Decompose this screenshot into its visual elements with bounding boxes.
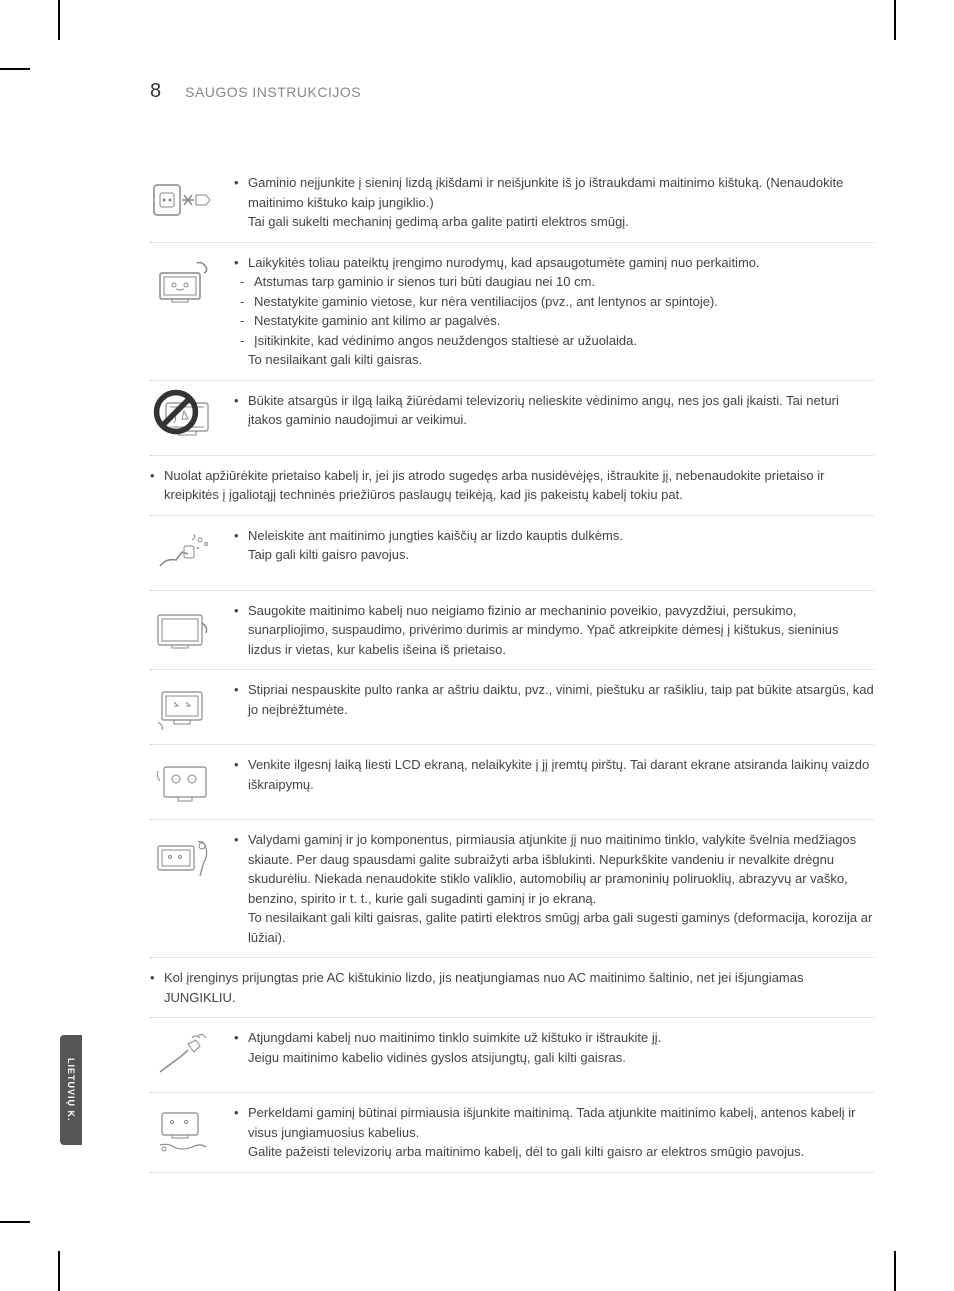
unplug-cord-icon [150, 1028, 218, 1082]
instruction-row: Venkite ilgesnį laiką liesti LCD ekraną,… [150, 745, 874, 820]
instruction-text: Saugokite maitinimo kabelį nuo neigiamo … [234, 601, 874, 660]
plug-outlet-icon [150, 173, 218, 227]
move-monitor-icon [150, 1103, 218, 1157]
instruction-text: Stipriai nespauskite pulto ranka ar aštr… [234, 680, 874, 734]
instruction-text: Atjungdami kabelį nuo maitinimo tinklo s… [234, 1028, 874, 1082]
monitor-press-icon [150, 680, 218, 734]
instruction-row: Gaminio neįjunkite į sieninį lizdą įkišd… [150, 163, 874, 243]
instruction-row: Perkeldami gaminį būtinai pirmiausia išj… [150, 1093, 874, 1173]
instruction-text: Gaminio neįjunkite į sieninį lizdą įkišd… [234, 173, 874, 232]
page-number: 8 [150, 80, 161, 103]
instruction-row: Stipriai nespauskite pulto ranka ar aštr… [150, 670, 874, 745]
instruction-row: Valydami gaminį ir jo komponentus, pirmi… [150, 820, 874, 958]
clean-monitor-icon [150, 830, 218, 884]
page-header: 8 SAUGOS INSTRUKCIJOS [150, 80, 874, 103]
instruction-text: Būkite atsargūs ir ilgą laiką žiūrėdami … [234, 391, 874, 445]
monitor-prohibit-icon [150, 391, 218, 445]
instruction-full-row: Kol įrenginys prijungtas prie AC kištuki… [150, 958, 874, 1018]
instruction-row: Būkite atsargūs ir ilgą laiką žiūrėdami … [150, 381, 874, 456]
instruction-row: Laikykitės toliau pateiktų įrengimo nuro… [150, 243, 874, 381]
instruction-text: Neleiskite ant maitinimo jungties kaišči… [234, 526, 874, 580]
instruction-row: Atjungdami kabelį nuo maitinimo tinklo s… [150, 1018, 874, 1093]
instruction-row: Saugokite maitinimo kabelį nuo neigiamo … [150, 591, 874, 671]
page-content: 8 SAUGOS INSTRUKCIJOS Gaminio neįjunkite… [0, 0, 954, 1233]
page-title: SAUGOS INSTRUKCIJOS [185, 84, 361, 100]
instruction-row: Neleiskite ant maitinimo jungties kaišči… [150, 516, 874, 591]
plug-dust-icon [150, 526, 218, 580]
instruction-text: Perkeldami gaminį būtinai pirmiausia išj… [234, 1103, 874, 1162]
monitor-hand-icon [150, 253, 218, 307]
instruction-text: Valydami gaminį ir jo komponentus, pirmi… [234, 830, 874, 947]
cable-damage-icon [150, 601, 218, 655]
instruction-text: Venkite ilgesnį laiką liesti LCD ekraną,… [234, 755, 874, 809]
screen-touch-icon [150, 755, 218, 809]
instruction-list: Gaminio neįjunkite į sieninį lizdą įkišd… [150, 163, 874, 1173]
crop-mark [58, 1251, 60, 1291]
instruction-full-row: Nuolat apžiūrėkite prietaiso kabelį ir, … [150, 456, 874, 516]
instruction-text: Laikykitės toliau pateiktų įrengimo nuro… [234, 253, 874, 370]
crop-mark [894, 1251, 896, 1291]
